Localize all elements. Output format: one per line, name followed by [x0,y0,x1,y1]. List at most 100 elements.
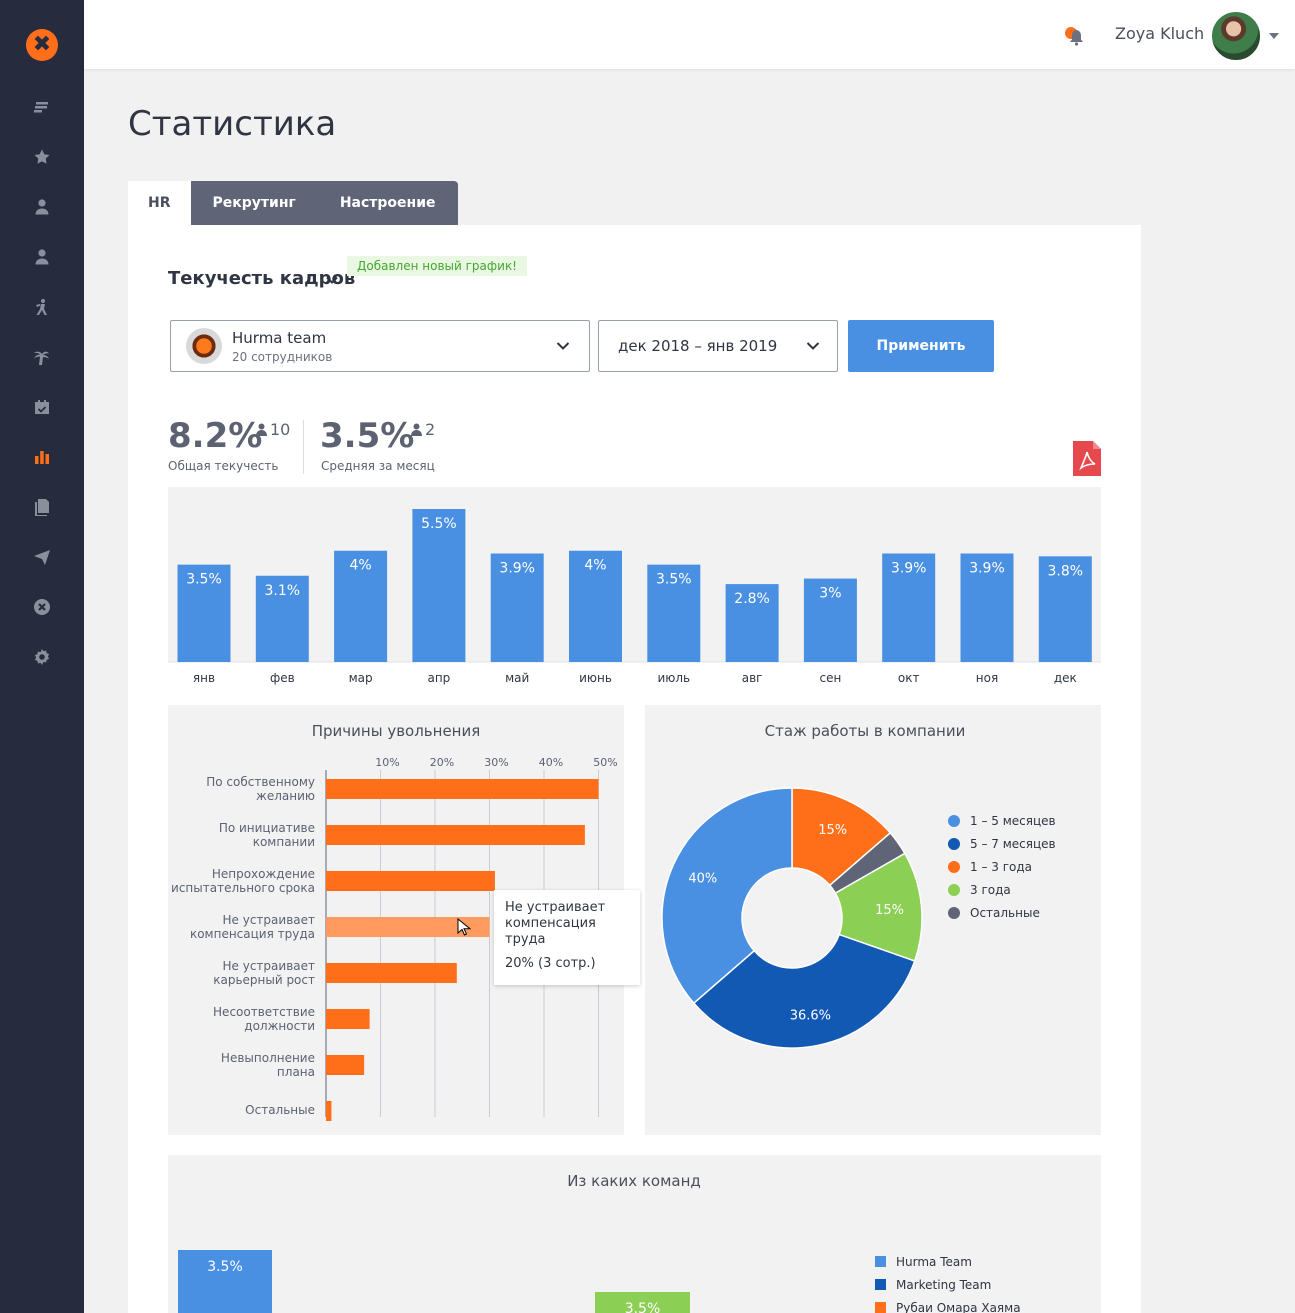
legend-marker [948,884,960,896]
tab-hr[interactable]: HR [128,181,191,225]
x-circle-icon[interactable] [30,595,54,619]
person-icon [411,423,422,436]
person-icon[interactable] [30,195,54,219]
person-leaving-icon[interactable] [30,295,54,319]
x-tick-label: 30% [484,756,508,769]
chart-title: Из каких команд [567,1172,701,1190]
chevron-down-icon [556,342,570,350]
gear-icon[interactable] [30,645,54,669]
pdf-export-icon[interactable] [1073,441,1101,476]
total-turnover-count: 10 [256,420,290,439]
top-bar: Zoya Kluch [84,0,1295,69]
palm-tree-icon[interactable] [30,345,54,369]
legend-marker [948,861,960,873]
bar-10 [960,553,1014,662]
teams-panel: Из каких команд 3.5% 3.5% Hurma Team Marketi… [168,1155,1101,1313]
chart-background [168,487,1101,662]
legend-marker [875,1302,886,1313]
bar-5 [326,1009,370,1029]
y-category-label: желанию [256,789,315,803]
pie-slice-4 [661,787,793,1005]
chart-title: Причины увольнения [312,722,481,740]
apply-button[interactable]: Применить [848,320,994,372]
x-tick-label: июнь [579,671,612,685]
kpi-divider [303,420,304,474]
tooltip-value: 20% (3 сотр.) [505,956,596,971]
feed-icon[interactable] [30,95,54,119]
x-tick-label: мар [349,671,373,685]
date-range-select[interactable]: дек 2018 – янв 2019 [598,320,838,372]
mouse-cursor-icon [457,918,471,936]
teams-chart: Из каких команд 3.5% 3.5% Hurma Team Marketi… [178,1172,1021,1313]
bar-3 [326,917,490,937]
monthly-average-label: Средняя за месяц [321,459,435,473]
avatar[interactable] [1210,10,1262,62]
person-icon [256,423,267,436]
bar-5 [569,550,622,662]
paper-plane-icon[interactable] [30,545,54,569]
y-category-label: компании [253,835,315,849]
x-tick-label: сен [819,671,841,685]
y-category-label: Остальные [245,1103,315,1117]
pie-slice-label: 40% [688,871,717,886]
legend-label: Hurma Team [896,1255,972,1269]
bar-value-label: 3.5% [625,1301,661,1313]
tenure-panel: Стаж работы в компании 15% 15% 36.6% 40% 1 – … [645,705,1101,1135]
calendar-check-icon[interactable] [30,395,54,419]
bar-value-label: 2.8% [734,591,770,607]
bar-chart-icon[interactable] [30,445,54,469]
bar-4 [490,553,544,662]
tooltip-title: Не устраивает компенсация труда [505,900,606,947]
total-turnover-value: 8.2% [168,416,263,456]
documents-icon[interactable] [30,495,54,519]
y-category-label: Непрохождение [212,867,315,881]
legend-marker [948,815,960,827]
bar-1 [255,575,309,662]
tab-recruiting[interactable]: Рекрутинг [190,181,318,225]
legend-label: 5 – 7 месяцев [970,837,1056,851]
bar-2 [326,871,495,891]
bar-value-label: 4% [584,558,606,574]
bar-value-label: 5.5% [421,516,457,532]
bar-0 [326,779,599,799]
star-icon[interactable] [30,145,54,169]
pie-slice-3 [692,933,916,1049]
team-select[interactable]: Hurma team 20 сотрудников [170,320,590,372]
bar-4 [326,963,457,983]
app-logo[interactable]: ✖ [26,29,58,61]
page-title: Статистика [128,104,337,144]
bar-value-label: 3.8% [1048,563,1084,579]
bar-value-label: 3% [819,586,841,602]
chart-tooltip: Не устраивает компенсация труда 20% (3 с… [494,890,640,985]
count-text: 2 [425,420,436,439]
section-title[interactable]: Текучесть кадров [168,268,356,289]
y-category-label: По собственному [206,775,315,789]
legend-label: 1 – 5 месяцев [970,814,1056,828]
bar-1 [326,825,585,845]
monthly-average-count: 2 [411,420,435,439]
y-category-label: Несоответствие [213,1005,315,1019]
bar-8 [803,578,857,662]
bar-value-label: 3.5% [186,572,222,588]
legend-marker [875,1256,886,1267]
legend-label: Marketing Team [896,1278,991,1292]
username[interactable]: Zoya Kluch [1115,24,1205,43]
bar-7 [725,584,779,662]
x-tick-label: окт [898,671,920,685]
tab-mood[interactable]: Настроение [317,181,458,225]
user-menu-caret-icon[interactable] [1269,33,1279,39]
legend-marker [948,907,960,919]
x-tick-label: май [505,671,529,685]
chevron-down-icon[interactable] [326,274,338,286]
x-tick-label: июль [657,671,690,685]
y-category-label: По инициативе [219,821,315,835]
person-icon[interactable] [30,245,54,269]
pie-slice-label: 15% [875,903,904,918]
bar-value-label: 3.5% [656,572,692,588]
bar-2 [334,550,388,662]
team-employee-count: 20 сотрудников [232,350,333,364]
notifications-icon[interactable] [1062,24,1086,48]
x-tick-label: 20% [430,756,454,769]
legend-marker [948,838,960,850]
bar-value-label: 4% [349,558,371,574]
